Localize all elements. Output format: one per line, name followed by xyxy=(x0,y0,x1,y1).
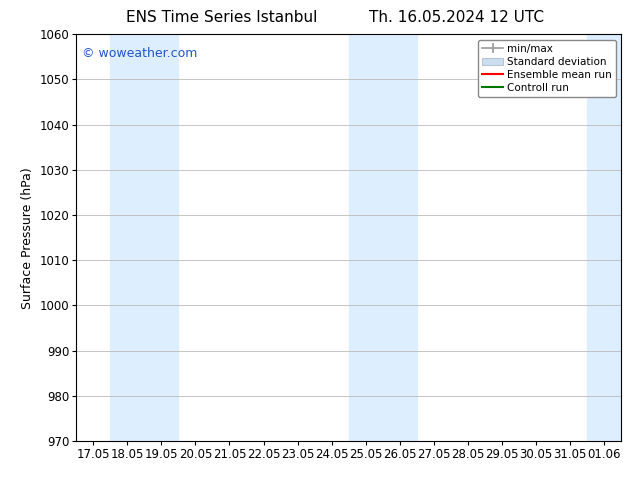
Bar xyxy=(587,34,621,441)
Text: © woweather.com: © woweather.com xyxy=(82,47,197,59)
Bar xyxy=(349,34,417,441)
Text: Th. 16.05.2024 12 UTC: Th. 16.05.2024 12 UTC xyxy=(369,10,544,25)
Text: ENS Time Series Istanbul: ENS Time Series Istanbul xyxy=(126,10,318,25)
Y-axis label: Surface Pressure (hPa): Surface Pressure (hPa) xyxy=(21,167,34,309)
Bar xyxy=(110,34,178,441)
Legend: min/max, Standard deviation, Ensemble mean run, Controll run: min/max, Standard deviation, Ensemble me… xyxy=(478,40,616,97)
